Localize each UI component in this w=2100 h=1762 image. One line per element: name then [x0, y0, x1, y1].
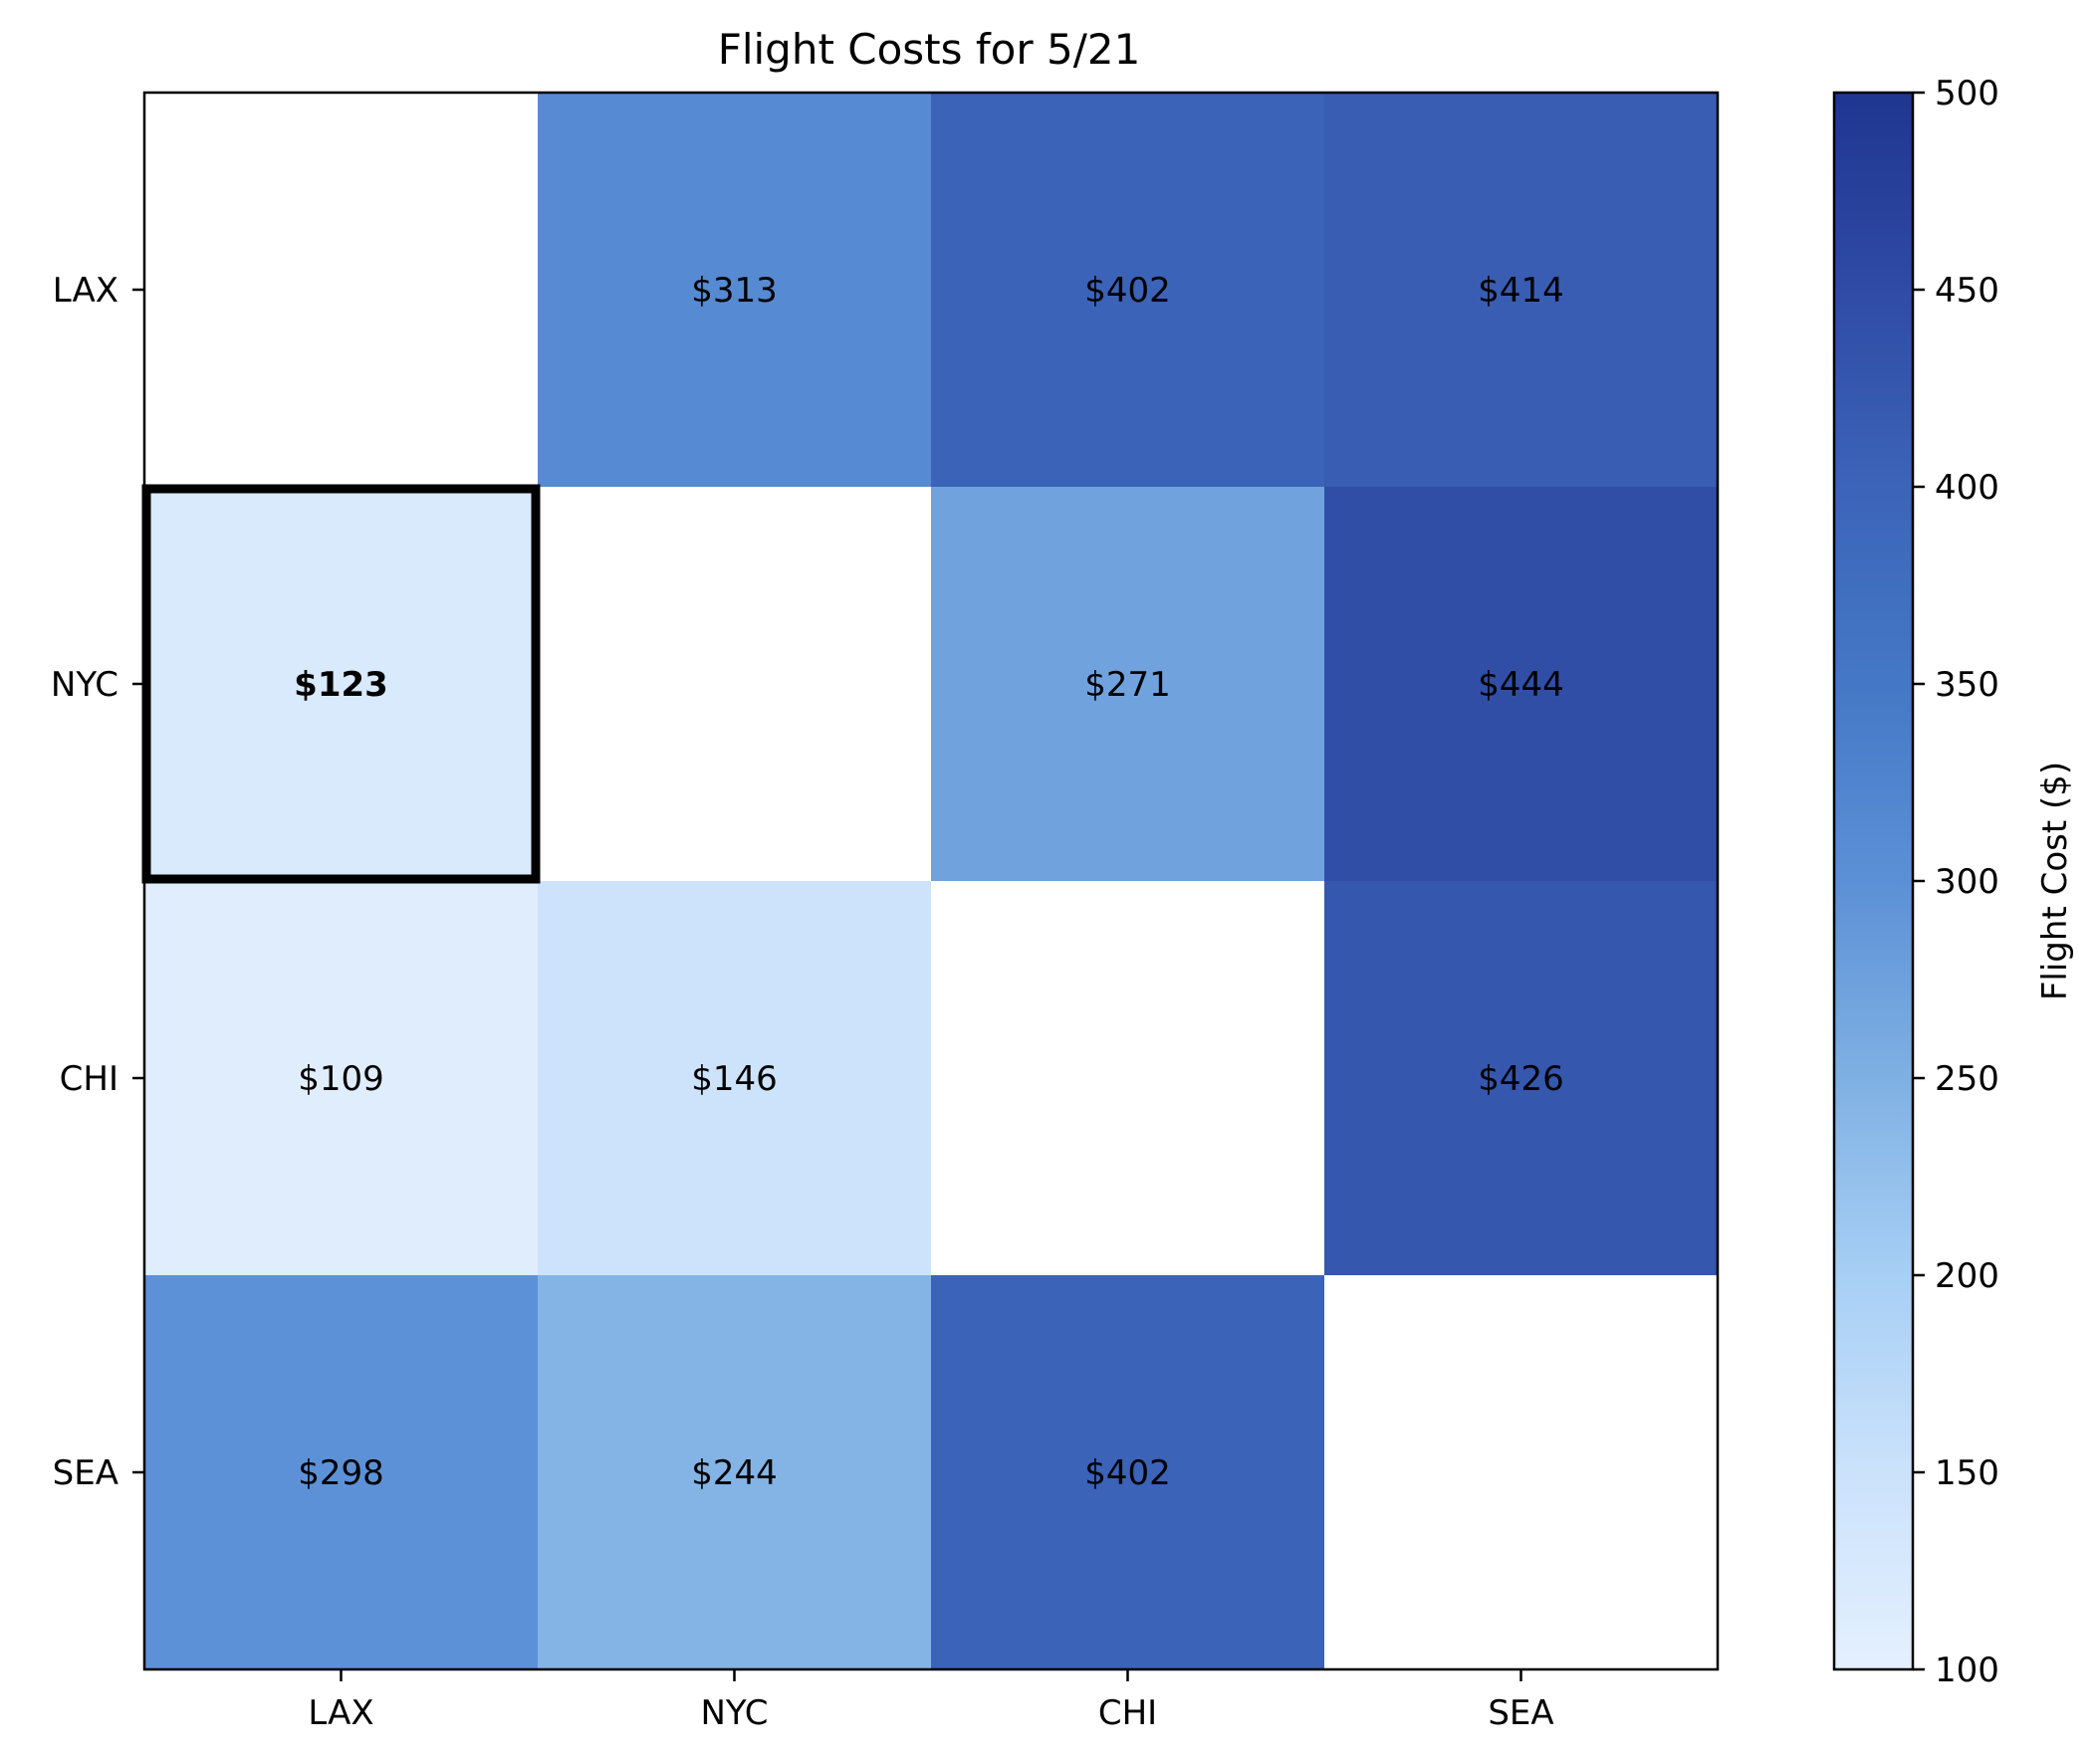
colorbar-tick-label: 150 [1935, 1453, 1999, 1493]
y-tick-label: CHI [60, 1059, 118, 1099]
cell-value-label: $426 [1478, 1059, 1564, 1099]
x-tick-label: SEA [1488, 1693, 1553, 1733]
heatmap-cell [144, 93, 539, 488]
cell-value-label: $402 [1084, 1453, 1171, 1493]
cell-value-label: $298 [298, 1453, 384, 1493]
colorbar-tick-label: 400 [1935, 468, 1999, 508]
colorbar-tick-label: 300 [1935, 862, 1999, 902]
heatmap-cell [538, 93, 932, 488]
cell-value-label: $109 [298, 1059, 384, 1099]
heatmap-cell [931, 93, 1325, 488]
colorbar-tick-label: 100 [1935, 1651, 1999, 1690]
heatmap-cell [538, 881, 932, 1276]
highlight-box [141, 484, 541, 884]
heatmap-cell [538, 487, 932, 882]
cell-value-label: $402 [1084, 271, 1171, 311]
heatmap-cell [931, 881, 1325, 1276]
cell-value-label: $271 [1084, 665, 1171, 705]
y-tick-label: LAX [53, 271, 118, 311]
cell-value-label: $244 [691, 1453, 778, 1493]
cell-value-label: $146 [691, 1059, 778, 1099]
colorbar-tick-label: 450 [1935, 271, 1999, 311]
y-tick-label: NYC [51, 665, 118, 705]
heatmap-cell [931, 1275, 1325, 1670]
colorbar [1832, 91, 1915, 1671]
colorbar-tick-label: 200 [1935, 1256, 1999, 1296]
heatmap-cells [144, 93, 1719, 1670]
heatmap-cell [1324, 93, 1719, 488]
heatmap-cell [1324, 487, 1719, 882]
colorbar-ticks: 100 150 200 250 300 350 400 450 500 [1913, 74, 1999, 1690]
cell-value-label: $123 [294, 665, 388, 705]
cell-value-label: $313 [691, 271, 778, 311]
colorbar-tick-label: 350 [1935, 665, 1999, 705]
y-axis-ticks: LAX NYC CHI SEA [51, 271, 144, 1493]
heatmap-cell [538, 1275, 932, 1670]
cell-value-label: $444 [1478, 665, 1564, 705]
colorbar-tick-label: 250 [1935, 1059, 1999, 1099]
heatmap-cell [144, 1275, 539, 1670]
heatmap-cell-labels: $313 $402 $414 $123 $271 $444 $109 $146 $426 $298… [294, 271, 1564, 1493]
colorbar-label: Flight Cost ($) [2035, 762, 2075, 1000]
x-tick-label: LAX [308, 1693, 373, 1733]
x-tick-label: NYC [700, 1693, 768, 1733]
colorbar-tick-label: 500 [1935, 74, 1999, 113]
x-axis-ticks: LAX NYC CHI SEA [308, 1669, 1554, 1733]
heatmap-cell [1324, 881, 1719, 1276]
heatmap-cell [144, 487, 539, 882]
y-tick-label: SEA [53, 1453, 118, 1493]
cell-value-label: $414 [1478, 271, 1564, 311]
heatmap-cell [931, 487, 1325, 882]
heatmap-cell [1324, 1275, 1719, 1670]
heatmap-cell [144, 881, 539, 1276]
chart-title: Flight Costs for 5/21 [718, 25, 1141, 74]
x-tick-label: CHI [1098, 1693, 1157, 1733]
